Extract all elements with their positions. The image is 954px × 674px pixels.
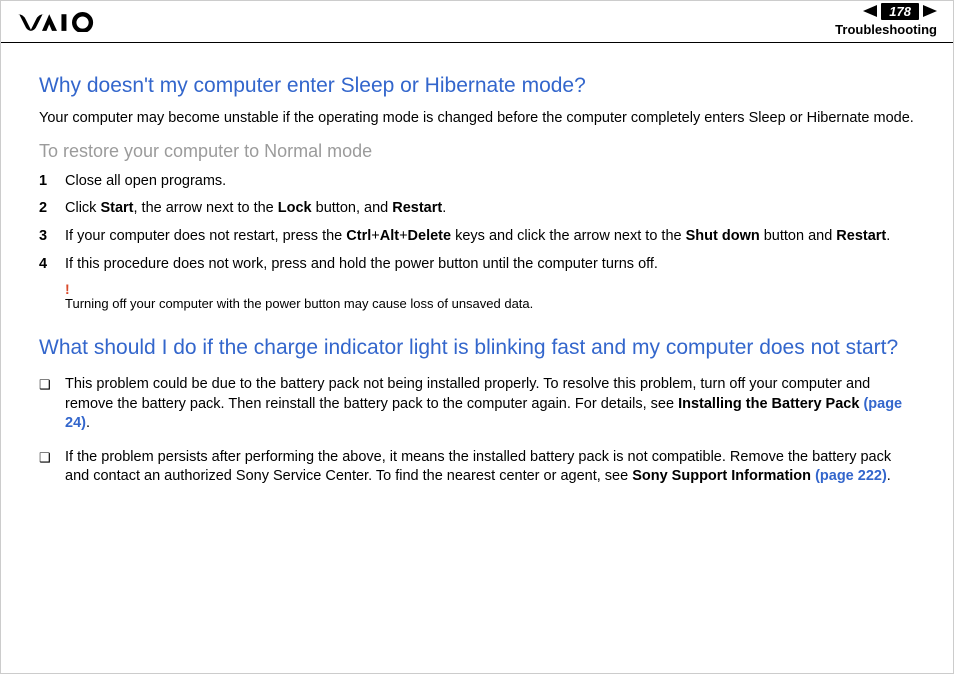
page-number: 178 [881,3,919,20]
warning-icon: ! [65,282,915,296]
warning-text: Turning off your computer with the power… [65,296,915,313]
section-label: Troubleshooting [835,22,937,37]
bullet-item: ❑ If the problem persists after performi… [39,448,915,487]
step-2: 2 Click Start, the arrow next to the Loc… [39,199,915,219]
step-3: 3 If your computer does not restart, pre… [39,227,915,247]
question-heading-2: What should I do if the charge indicator… [39,335,915,361]
step-text: If your computer does not restart, press… [65,227,915,247]
bullet-icon: ❑ [39,449,65,488]
warning-block: ! Turning off your computer with the pow… [65,282,915,313]
bullet-item: ❑ This problem could be due to the batte… [39,375,915,434]
page-header: 178 Troubleshooting [1,1,953,43]
step-number: 3 [39,227,65,247]
header-right: 178 Troubleshooting [835,3,937,37]
step-text: Close all open programs. [65,172,915,192]
step-4: 4 If this procedure does not work, press… [39,255,915,275]
page-link-222[interactable]: (page 222) [815,468,887,484]
page-content: Why doesn't my computer enter Sleep or H… [1,43,953,521]
vaio-logo [17,12,117,32]
page-nav: 178 [863,3,937,20]
bullet-text: This problem could be due to the battery… [65,375,915,434]
steps-list: 1 Close all open programs. 2 Click Start… [39,172,915,274]
step-number: 1 [39,172,65,192]
bullet-icon: ❑ [39,376,65,435]
intro-paragraph: Your computer may become unstable if the… [39,109,915,129]
step-number: 4 [39,255,65,275]
bullet-text: If the problem persists after performing… [65,448,915,487]
manual-page: 178 Troubleshooting Why doesn't my compu… [0,0,954,674]
next-page-arrow[interactable] [923,5,937,17]
step-number: 2 [39,199,65,219]
prev-page-arrow[interactable] [863,5,877,17]
step-text: If this procedure does not work, press a… [65,255,915,275]
question-heading-1: Why doesn't my computer enter Sleep or H… [39,73,915,99]
step-text: Click Start, the arrow next to the Lock … [65,199,915,219]
subheading-restore: To restore your computer to Normal mode [39,141,915,162]
bullet-list: ❑ This problem could be due to the batte… [39,375,915,487]
step-1: 1 Close all open programs. [39,172,915,192]
